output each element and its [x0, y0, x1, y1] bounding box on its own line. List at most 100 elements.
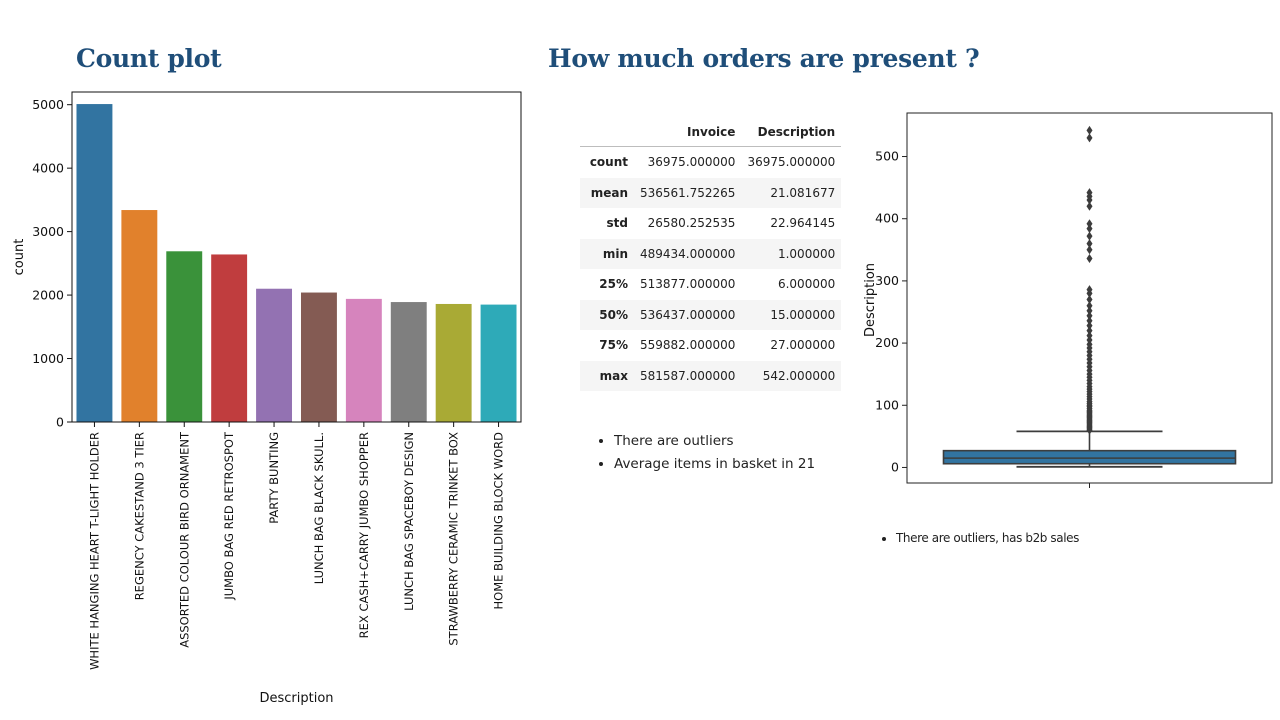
table-cell-invoice: 26580.252535 [647, 216, 736, 231]
y-tick-label: 400 [875, 211, 899, 226]
table-cell-description: 22.964145 [770, 216, 836, 231]
outlier-point [1086, 321, 1093, 331]
y-tick-label: 200 [875, 335, 899, 350]
table-row-label: mean [590, 185, 628, 200]
y-tick-label: 5000 [32, 97, 64, 112]
bar [390, 302, 427, 422]
table-row-label: std [606, 216, 628, 231]
x-tick-label: LUNCH BAG BLACK SKULL. [312, 432, 326, 584]
outlier-point [1086, 301, 1093, 311]
table-cell-description: 15.000000 [770, 307, 836, 322]
bar [166, 251, 203, 422]
x-tick-label: WHITE HANGING HEART T-LIGHT HOLDER [87, 432, 101, 670]
outlier-point [1086, 133, 1093, 143]
outlier-point [1086, 326, 1093, 336]
table-row: mean 536561.752265 21.081677 [580, 177, 842, 208]
table-row: 25% 513877.000000 6.000000 [580, 269, 841, 300]
iqr-box [942, 449, 1237, 465]
y-axis-label: count [12, 239, 27, 276]
y-axis-label: Description [863, 263, 878, 337]
table-row-label: min [602, 246, 628, 261]
x-tick-label: REGENCY CAKESTAND 3 TIER [132, 432, 146, 600]
count-plot-title: Count plot [76, 44, 222, 73]
outlier-point [1086, 239, 1093, 249]
x-tick-label: HOME BUILDING BLOCK WORD [492, 432, 506, 610]
bar [345, 298, 382, 422]
outlier-point [1086, 245, 1093, 255]
boxplot-notes-list: There are outliers, has b2b sales [878, 529, 1079, 547]
y-tick-label: 500 [875, 149, 899, 164]
bar [76, 104, 113, 423]
outlier-point [1086, 125, 1093, 135]
outlier-point [1086, 231, 1093, 241]
y-tick-label: 0 [891, 459, 899, 474]
outlier-point [1086, 295, 1093, 305]
table-body: count 36975.000000 36975.000000 mean 536561.… [580, 147, 842, 391]
outlier-point [1086, 219, 1093, 229]
bar [256, 288, 293, 422]
table-row-label: 50% [599, 307, 628, 322]
bar [480, 304, 517, 422]
table-row: min 489434.000000 1.000000 [580, 238, 842, 269]
table-cell-invoice: 489434.000000 [640, 246, 736, 261]
table-cell-description: 21.081677 [770, 185, 836, 200]
table-cell-invoice: 581587.000000 [640, 368, 736, 383]
observation-item: Average items in basket in 21 [614, 453, 815, 476]
y-tick-label: 0 [56, 415, 64, 430]
x-tick-label: JUMBO BAG RED RETROSPOT [222, 431, 236, 601]
table-header-description: Description [741, 118, 842, 147]
orders-section-title: How much orders are present ? [548, 44, 980, 73]
bar [211, 254, 248, 422]
observation-item: There are outliers [614, 430, 815, 453]
table-cell-invoice: 536437.000000 [640, 307, 736, 322]
x-tick-label: STRAWBERRY CERAMIC TRINKET BOX [447, 432, 461, 646]
y-tick-label: 4000 [32, 161, 64, 176]
table-cell-invoice: 36975.000000 [647, 155, 736, 170]
observations-list: There are outliers Average items in bask… [596, 430, 815, 475]
table-row-label: count [589, 155, 628, 170]
table-header-invoice: Invoice [634, 118, 742, 147]
x-tick-label: LUNCH BAG SPACEBOY DESIGN [402, 432, 416, 611]
outlier-point [1086, 311, 1093, 321]
outlier-point [1086, 316, 1093, 326]
x-axis-label: Description [259, 691, 333, 706]
table-cell-invoice: 513877.000000 [640, 277, 736, 292]
y-tick-label: 1000 [32, 351, 64, 366]
table-cell-description: 27.000000 [770, 338, 836, 353]
y-tick-label: 2000 [32, 288, 64, 303]
outlier-point [1086, 285, 1093, 295]
outlier-point [1086, 254, 1093, 264]
boxplot-note-item: There are outliers, has b2b sales [896, 529, 1079, 547]
outlier-point [1086, 331, 1093, 341]
table-cell-description: 36975.000000 [747, 155, 836, 170]
table-header-row: Invoice Description [580, 118, 842, 147]
y-tick-label: 300 [875, 273, 899, 288]
describe-stats-table: Invoice Description count 36975.000000 369… [580, 118, 842, 391]
table-cell-description: 6.000000 [777, 277, 836, 292]
x-tick-label: ASSORTED COLOUR BIRD ORNAMENT [177, 431, 191, 648]
table-cell-description: 1.000000 [777, 246, 836, 261]
x-tick-label: PARTY BUNTING [267, 432, 281, 524]
table-row: max 581587.000000 542.000000 [580, 360, 842, 391]
bar [435, 303, 472, 422]
table-row: 50% 536437.000000 15.000000 [580, 299, 842, 330]
table-row-label: 75% [599, 338, 628, 353]
table-cell-description: 542.000000 [762, 368, 836, 383]
outlier-point [1086, 188, 1093, 198]
outlier-point [1086, 224, 1093, 234]
outlier-point [1086, 306, 1093, 316]
table-header-index [580, 118, 634, 147]
table-row-label: 25% [599, 277, 628, 292]
table-row-label: max [599, 368, 628, 383]
table-cell-invoice: 536561.752265 [640, 185, 736, 200]
table-row: std 26580.252535 22.964145 [580, 208, 841, 239]
table-row: count 36975.000000 36975.000000 [580, 147, 841, 178]
bar [121, 210, 158, 422]
y-tick-label: 100 [875, 397, 899, 412]
table-cell-invoice: 559882.000000 [640, 338, 736, 353]
table-row: 75% 559882.000000 27.000000 [580, 330, 841, 361]
x-tick-label: REX CASH+CARRY JUMBO SHOPPER [357, 432, 371, 638]
plot-frame [71, 91, 522, 423]
